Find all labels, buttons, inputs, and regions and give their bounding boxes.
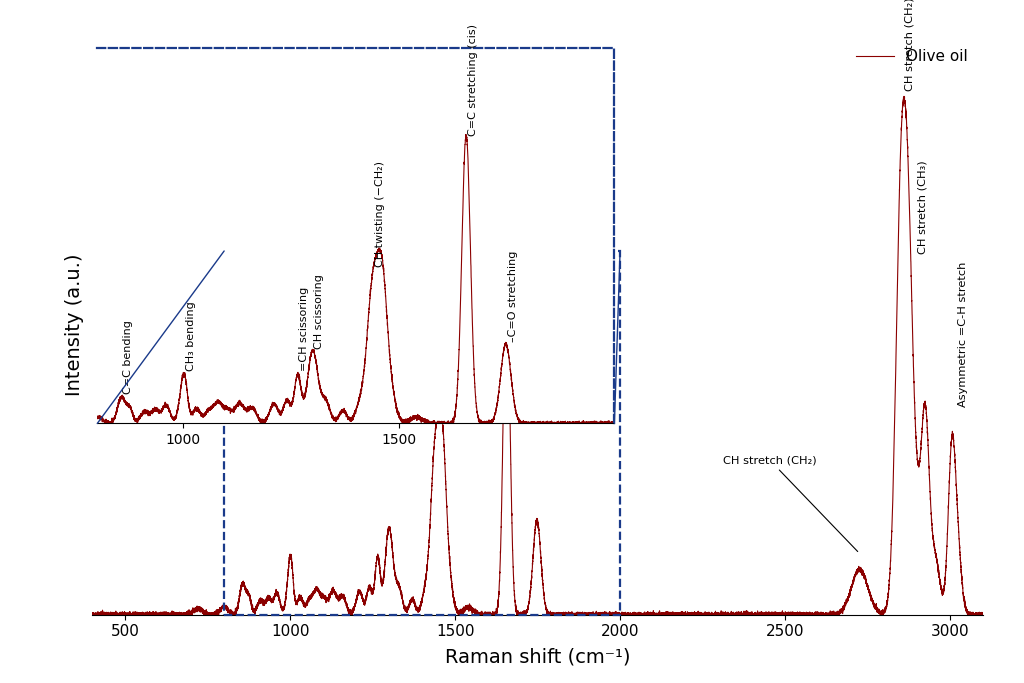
Olive oil bbox=[86, 610, 98, 618]
Olive oil bbox=[685, 611, 697, 619]
Text: –C=O stretching: –C=O stretching bbox=[508, 251, 517, 342]
X-axis label: Raman shift (cm⁻¹): Raman shift (cm⁻¹) bbox=[444, 647, 631, 667]
Olive oil bbox=[898, 92, 910, 100]
Olive oil bbox=[128, 611, 140, 619]
Olive oil bbox=[181, 610, 194, 618]
Text: C=C bending: C=C bending bbox=[123, 320, 133, 394]
Text: CH stretch (CH₂): CH stretch (CH₂) bbox=[904, 0, 914, 91]
Olive oil bbox=[977, 609, 989, 617]
Text: C=C stretching (cis): C=C stretching (cis) bbox=[468, 24, 478, 136]
Olive oil bbox=[159, 610, 171, 618]
Text: CH stretch (CH₃): CH stretch (CH₃) bbox=[918, 161, 927, 255]
Text: =CH scissoring: =CH scissoring bbox=[299, 287, 309, 372]
Bar bbox=[224, 251, 621, 615]
Olive oil bbox=[893, 189, 905, 197]
Olive oil bbox=[86, 611, 98, 619]
Text: CH stretch (CH₂): CH stretch (CH₂) bbox=[723, 456, 858, 552]
Text: CH scissoring: CH scissoring bbox=[314, 275, 325, 349]
Olive oil bbox=[669, 611, 681, 619]
Text: CH₃ bending: CH₃ bending bbox=[186, 301, 197, 370]
Y-axis label: Intensity (a.u.): Intensity (a.u.) bbox=[65, 253, 84, 395]
Legend: Olive oil: Olive oil bbox=[848, 42, 976, 72]
Text: CH twisting (−CH₂): CH twisting (−CH₂) bbox=[375, 161, 385, 267]
Text: Asymmetric =C-H stretch: Asymmetric =C-H stretch bbox=[957, 262, 968, 407]
Line: Olive oil: Olive oil bbox=[92, 96, 983, 615]
